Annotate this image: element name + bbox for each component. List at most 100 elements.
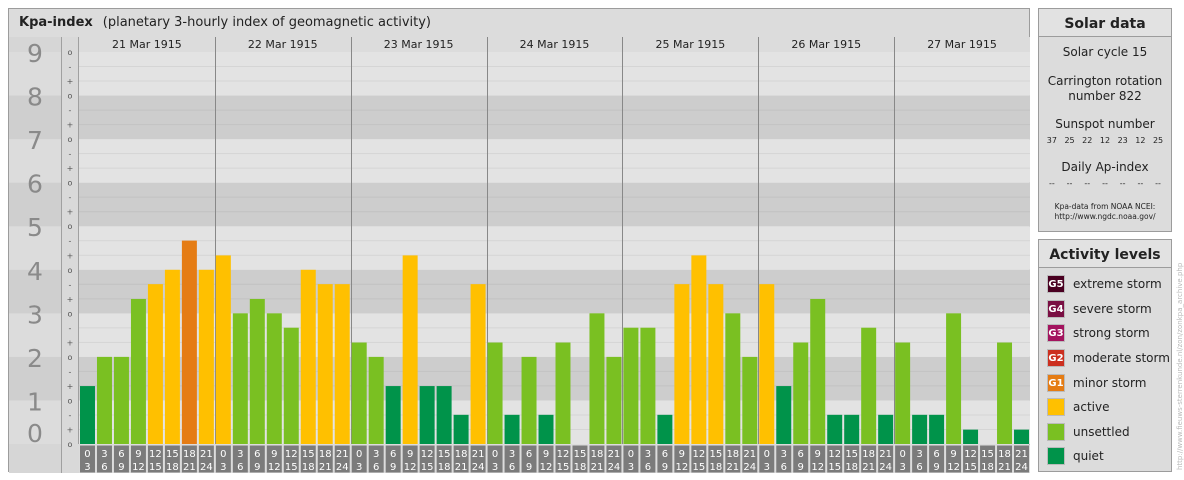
y-subtick-label: - bbox=[69, 280, 72, 289]
kp-bar bbox=[232, 313, 248, 444]
interval-start-label: 15 bbox=[709, 449, 722, 460]
plot-band bbox=[79, 95, 1030, 140]
y-subtick-label: - bbox=[69, 106, 72, 115]
chart-title: Kpa-index bbox=[19, 15, 93, 30]
interval-start-label: 9 bbox=[950, 449, 956, 460]
interval-end-label: 6 bbox=[373, 462, 379, 473]
interval-start-label: 12 bbox=[557, 449, 570, 460]
legend-label: severe storm bbox=[1073, 301, 1152, 316]
ap-value: -- bbox=[1137, 179, 1144, 188]
kp-bar bbox=[334, 284, 350, 444]
interval-start-label: 21 bbox=[336, 449, 349, 460]
y-subtick-label: o bbox=[68, 135, 73, 144]
kp-bar bbox=[1014, 429, 1029, 444]
interval-end-label: 12 bbox=[404, 462, 417, 473]
y-subtick-label: - bbox=[69, 193, 72, 202]
interval-end-label: 12 bbox=[947, 462, 960, 473]
legend-label: active bbox=[1073, 400, 1110, 415]
interval-end-label: 15 bbox=[557, 462, 570, 473]
interval-start-label: 0 bbox=[764, 449, 770, 460]
interval-end-label: 18 bbox=[438, 462, 451, 473]
kp-bar bbox=[776, 386, 792, 444]
interval-end-label: 6 bbox=[101, 462, 107, 473]
legend-item-strong-storm: G3 strong storm bbox=[1039, 321, 1171, 346]
legend-item-unsettled: unsettled bbox=[1039, 420, 1171, 445]
day-label: 25 Mar 1915 bbox=[655, 38, 725, 51]
interval-end-label: 24 bbox=[608, 462, 621, 473]
interval-end-label: 18 bbox=[981, 462, 994, 473]
kp-bar bbox=[164, 269, 180, 444]
interval-start-label: 9 bbox=[135, 449, 141, 460]
sunspot-value: 25 bbox=[1152, 136, 1164, 145]
y-tick-label: 0 bbox=[27, 419, 43, 448]
interval-start-label: 3 bbox=[101, 449, 107, 460]
interval-start-label: 18 bbox=[862, 449, 875, 460]
legend-label: extreme storm bbox=[1073, 277, 1162, 292]
interval-start-label: 21 bbox=[472, 449, 485, 460]
kp-bar bbox=[198, 269, 214, 444]
interval-end-label: 3 bbox=[764, 462, 770, 473]
interval-end-label: 12 bbox=[675, 462, 688, 473]
interval-box bbox=[775, 444, 793, 473]
ap-value: -- bbox=[1066, 179, 1073, 188]
kp-bar bbox=[215, 255, 231, 444]
ap-value: -- bbox=[1119, 179, 1126, 188]
y-tick-label: 9 bbox=[27, 39, 43, 68]
y-subtick-label: o bbox=[68, 48, 73, 57]
kp-bar bbox=[691, 255, 707, 444]
ap-value: -- bbox=[1102, 179, 1108, 188]
interval-box bbox=[894, 444, 912, 473]
interval-start-label: 3 bbox=[237, 449, 243, 460]
kp-bar bbox=[453, 414, 469, 444]
interval-start-label: 6 bbox=[933, 449, 939, 460]
legend-swatch: G5 bbox=[1047, 275, 1065, 294]
interval-box bbox=[673, 444, 691, 473]
y-tick-label: 8 bbox=[27, 83, 43, 112]
kp-bar bbox=[504, 414, 520, 444]
solar-data-panel: Solar data Solar cycle 15 Carrington rot… bbox=[1038, 8, 1172, 232]
day-label: 24 Mar 1915 bbox=[520, 38, 590, 51]
interval-box bbox=[129, 444, 147, 473]
y-label-band bbox=[9, 313, 61, 357]
interval-start-label: 0 bbox=[84, 449, 90, 460]
interval-box bbox=[520, 444, 538, 473]
kp-bar bbox=[657, 414, 673, 444]
interval-start-label: 15 bbox=[981, 449, 994, 460]
y-subtick-label: + bbox=[67, 121, 74, 130]
interval-box bbox=[945, 444, 963, 473]
kp-bar bbox=[963, 429, 979, 444]
kp-bar bbox=[674, 284, 690, 444]
kp-bar bbox=[861, 327, 877, 444]
interval-box bbox=[486, 444, 504, 473]
legend-item-moderate-storm: G2 moderate storm bbox=[1039, 346, 1171, 371]
interval-box bbox=[180, 444, 198, 473]
interval-start-label: 18 bbox=[455, 449, 468, 460]
ap-value: -- bbox=[1155, 179, 1161, 188]
carrington-line-2: number 822 bbox=[1068, 89, 1142, 103]
interval-start-label: 9 bbox=[271, 449, 277, 460]
interval-end-label: 18 bbox=[709, 462, 722, 473]
y-subtick-label: o bbox=[68, 222, 73, 231]
ap-index-title: Daily Ap-index bbox=[1061, 160, 1149, 174]
interval-box bbox=[248, 444, 266, 473]
kp-bar bbox=[827, 414, 843, 444]
interval-box bbox=[537, 444, 555, 473]
y-subtick-label: o bbox=[68, 266, 73, 275]
y-subtick-label: - bbox=[69, 150, 72, 159]
activity-levels-title: Activity levels bbox=[1039, 240, 1171, 268]
interval-start-label: 21 bbox=[608, 449, 621, 460]
ap-index-values: -- -- -- -- -- -- -- bbox=[1039, 179, 1171, 188]
day-label: 27 Mar 1915 bbox=[927, 38, 997, 51]
interval-start-label: 9 bbox=[815, 449, 821, 460]
interval-box bbox=[112, 444, 130, 473]
interval-end-label: 24 bbox=[336, 462, 349, 473]
interval-box bbox=[911, 444, 929, 473]
y-subtick-label: o bbox=[68, 396, 73, 405]
y-label-band bbox=[9, 269, 61, 314]
interval-end-label: 21 bbox=[862, 462, 875, 473]
y-subtick-label: - bbox=[69, 411, 72, 420]
kp-bar bbox=[147, 284, 163, 444]
interval-box bbox=[826, 444, 844, 473]
y-tick-label: 3 bbox=[27, 300, 43, 329]
credit-link[interactable]: http://www.ngdc.noaa.gov/ bbox=[1054, 212, 1156, 221]
